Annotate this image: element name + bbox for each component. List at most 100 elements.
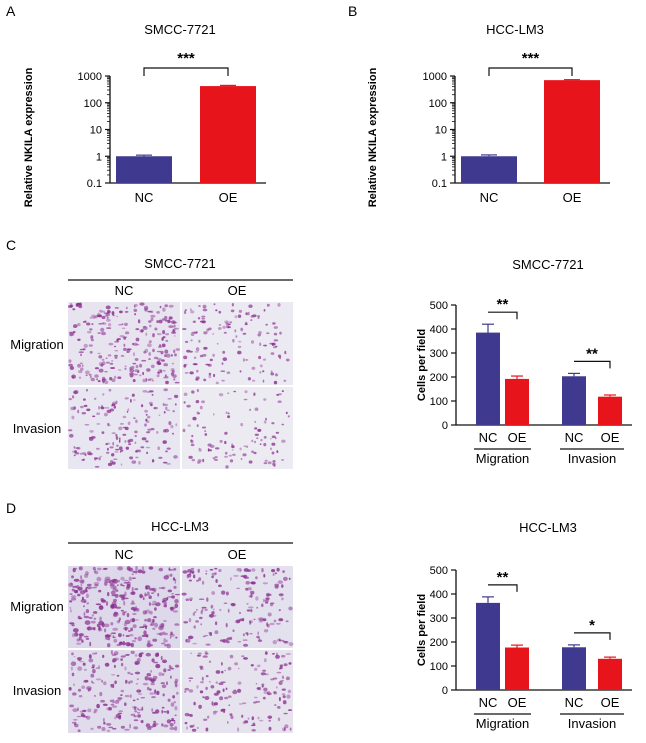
stained-cell (279, 331, 282, 335)
group-label: Invasion (568, 451, 616, 466)
stained-cell (204, 608, 208, 612)
stained-cell (198, 577, 202, 581)
stained-cell (243, 643, 249, 647)
stained-cell (134, 434, 137, 438)
stained-cell (156, 320, 159, 324)
stained-cell (277, 717, 281, 722)
stained-cell (227, 323, 231, 326)
stained-cell (248, 304, 253, 308)
stained-cell (263, 658, 267, 663)
stained-cell (135, 450, 138, 453)
stained-cell (133, 304, 136, 308)
stained-cell (98, 309, 103, 313)
stained-cell (265, 323, 269, 326)
stained-cell (82, 680, 89, 683)
stained-cell (264, 459, 268, 462)
stained-cell (138, 374, 142, 377)
y-tick-label: 1000 (423, 71, 447, 83)
stained-cell (275, 437, 277, 440)
stained-cell (107, 592, 110, 597)
stained-cell (216, 690, 221, 694)
stained-cell (114, 680, 117, 685)
stained-cell (263, 462, 268, 465)
stained-cell (271, 422, 275, 425)
stained-cell (124, 627, 127, 631)
stained-cell (197, 652, 202, 655)
stained-cell (189, 680, 191, 682)
stained-cell (94, 374, 99, 378)
stained-cell (249, 590, 255, 595)
stained-cell (130, 398, 132, 403)
stained-cell (92, 566, 96, 571)
stained-cell (231, 449, 234, 451)
stained-cell (222, 688, 225, 692)
stained-cell (146, 618, 152, 623)
stained-cell (108, 342, 114, 346)
stained-cell (110, 650, 113, 655)
stained-cell (283, 640, 289, 644)
stained-cell (274, 585, 279, 589)
stained-cell (131, 460, 137, 464)
stained-cell (175, 348, 181, 351)
stained-cell (253, 618, 256, 621)
stained-cell (218, 682, 224, 686)
y-tick-label: 1 (96, 151, 102, 163)
bar-oe (200, 86, 256, 183)
stained-cell (269, 438, 272, 440)
stained-cell (243, 657, 248, 660)
stained-cell (95, 603, 102, 606)
stained-cell (80, 405, 84, 409)
stained-cell (100, 699, 105, 703)
stained-cell (156, 311, 161, 314)
stained-cell (170, 606, 174, 611)
stained-cell (282, 675, 284, 679)
stained-cell (76, 638, 80, 642)
stained-cell (148, 566, 154, 570)
stained-cell (152, 723, 157, 728)
stained-cell (144, 618, 148, 622)
stained-cell (141, 359, 147, 362)
micro-title-d: HCC-LM3 (151, 519, 209, 534)
stained-cell (259, 364, 263, 368)
stained-cell (93, 627, 96, 631)
stained-cell (166, 409, 171, 412)
stained-cell (103, 721, 106, 725)
stained-cell (227, 412, 230, 415)
stained-cell (104, 623, 110, 628)
stained-cell (201, 676, 204, 681)
stained-cell (259, 443, 262, 446)
stained-cell (225, 638, 228, 642)
stained-cell (122, 611, 126, 616)
stained-cell (196, 654, 201, 657)
stained-cell (90, 314, 97, 319)
stained-cell (262, 582, 268, 585)
stained-cell (174, 599, 179, 604)
stained-cell (119, 423, 124, 425)
stained-cell (279, 665, 283, 670)
stained-cell (134, 430, 138, 434)
stained-cell (89, 430, 94, 433)
stained-cell (96, 576, 102, 582)
stained-cell (250, 315, 254, 318)
stained-cell (271, 451, 275, 455)
stained-cell (170, 702, 175, 707)
stained-cell (183, 364, 187, 368)
stained-cell (162, 440, 167, 444)
stained-cell (101, 331, 106, 336)
stained-cell (98, 589, 102, 593)
stained-cell (202, 458, 205, 463)
chart-a: SMCC-7721 Relative NKILA expression 0.1 1 10… (23, 22, 266, 207)
stained-cell (161, 343, 166, 348)
stained-cell (117, 369, 122, 371)
stained-cell (131, 587, 134, 592)
stained-cell (154, 622, 159, 628)
stained-cell (257, 716, 260, 720)
stained-cell (255, 576, 258, 580)
stained-cell (280, 679, 284, 682)
stained-cell (232, 690, 238, 695)
stained-cell (93, 617, 97, 620)
stained-cell (265, 592, 271, 597)
stained-cell (71, 588, 75, 592)
stained-cell (145, 446, 151, 449)
stained-cell (80, 583, 83, 587)
